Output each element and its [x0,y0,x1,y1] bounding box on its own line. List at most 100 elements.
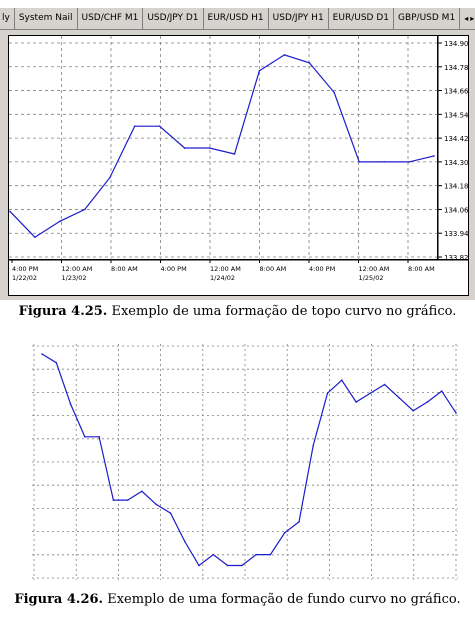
price-point [455,412,457,414]
chart-tab[interactable]: USD/JPY H1 [268,8,329,29]
price-point [183,147,186,149]
time-tick-label: 4:00 PM [161,265,187,273]
price-point [112,499,115,501]
price-point [9,210,11,213]
price-point [398,396,400,399]
time-tick-date-label: 1/25/02 [359,274,384,282]
price-point [333,91,336,94]
time-tick-label: 4:00 PM [309,265,335,273]
chart-tab-label: System Nail [18,13,73,23]
chart-tab-label: USD/CHF M1 [81,13,139,23]
caption-label: Figura 4.25. [18,304,108,319]
price-point [241,564,243,567]
chart-tab-label: USD/JPY H1 [272,13,324,23]
price-point [84,208,86,211]
price-point [98,436,100,438]
chart-tab-label: USD/JPY D1 [147,13,199,23]
time-tick-date-label: 1/24/02 [210,274,235,282]
tab-scroll-arrows: ◂ ▸ [460,8,475,29]
chart-tab[interactable]: USD/CHF M1 [77,8,144,29]
figure-caption-4-25: Figura 4.25. Exemplo de uma formação de … [0,304,475,319]
price-series-line [9,54,435,238]
chart-tab[interactable]: ly [0,8,15,29]
price-tick-label: 134.66 [444,88,469,96]
time-axis-panel [9,260,468,295]
price-point [226,564,229,567]
price-point [212,553,215,556]
time-tick-label: 12:00 AM [210,265,241,273]
price-point [126,499,129,501]
price-point [84,436,86,438]
chart-tab[interactable]: System Nail [14,8,78,29]
chart-tab[interactable]: EUR/USD H1 [203,8,269,29]
price-point [358,161,360,163]
price-point [41,353,43,355]
price-point [412,409,414,412]
plot-area [9,36,437,259]
price-point [183,540,186,543]
price-point [208,147,211,149]
price-point [34,236,36,238]
price-tick-label: 134.42 [444,135,469,143]
price-point [55,361,58,364]
time-tick-label: 8:00 AM [260,265,287,273]
price-point [312,444,315,447]
price-point [308,62,311,64]
caption-text: Exemplo de uma formação de fundo curvo n… [103,592,461,607]
price-point [198,564,200,567]
price-tick-label: 134.06 [444,206,469,214]
price-point [383,161,385,163]
price-point [141,490,143,493]
price-point [340,379,343,381]
scroll-left-icon[interactable]: ◂ [464,14,469,23]
price-tick-label: 133.82 [444,254,469,262]
price-point [108,176,111,179]
chart-tab-label: GBP/USD M1 [397,13,456,23]
price-point [355,401,357,403]
figure-caption-4-26: Figura 4.26. Exemplo de uma formação de … [0,592,475,607]
price-tick-label: 134.90 [444,40,469,48]
price-point [133,125,136,128]
price-point [59,220,61,223]
time-tick-label: 12:00 AM [62,265,93,273]
chart-window: 134.90 134.78 134.66 134.54 134.42 134.30 134.… [0,30,475,300]
chart-tab-strip: ly System Nail USD/CHF M1 USD/JPY D1 EUR… [0,8,475,30]
time-tick-label: 8:00 AM [408,265,435,273]
price-point [269,553,272,556]
price-point [233,153,236,155]
price-point [255,553,257,556]
price-point [69,403,72,405]
scroll-right-icon[interactable]: ▸ [470,14,475,23]
caption-text: Exemplo de uma formação de topo curvo no… [107,304,457,319]
price-point [326,392,329,395]
price-tick-label: 133.94 [444,230,469,238]
price-point [283,54,286,56]
time-tick-date-label: 1/23/02 [62,274,87,282]
price-tick-label: 134.18 [444,183,469,191]
price-point [258,69,261,72]
price-point [369,392,372,395]
time-tick-label: 4:00 PM [12,265,38,273]
price-point [426,401,429,403]
price-point [383,383,386,386]
chart-tab[interactable]: GBP/USD M1 [393,8,461,29]
price-point [158,125,161,128]
price-series-line [41,353,457,567]
price-tick-label: 134.54 [444,111,469,119]
time-tick-date-label: 1/22/02 [12,274,37,282]
price-point [433,155,435,157]
chart-tab-label: EUR/USD D1 [332,13,389,23]
price-point [283,531,286,534]
time-tick-label: 12:00 AM [359,265,390,273]
time-tick-label: 8:00 AM [111,265,138,273]
chart-tab-label: ly [2,13,10,23]
chart-tab[interactable]: EUR/USD D1 [328,8,394,29]
price-chart-topo-curvo: 134.90 134.78 134.66 134.54 134.42 134.30 134.… [8,35,469,296]
price-axis-panel [438,36,468,259]
price-point [408,161,410,163]
price-chart-fundo-curvo [30,342,460,582]
chart-tab[interactable]: USD/JPY D1 [143,8,204,29]
price-tick-label: 134.78 [444,64,469,72]
price-point [155,503,158,506]
price-point [169,512,172,514]
